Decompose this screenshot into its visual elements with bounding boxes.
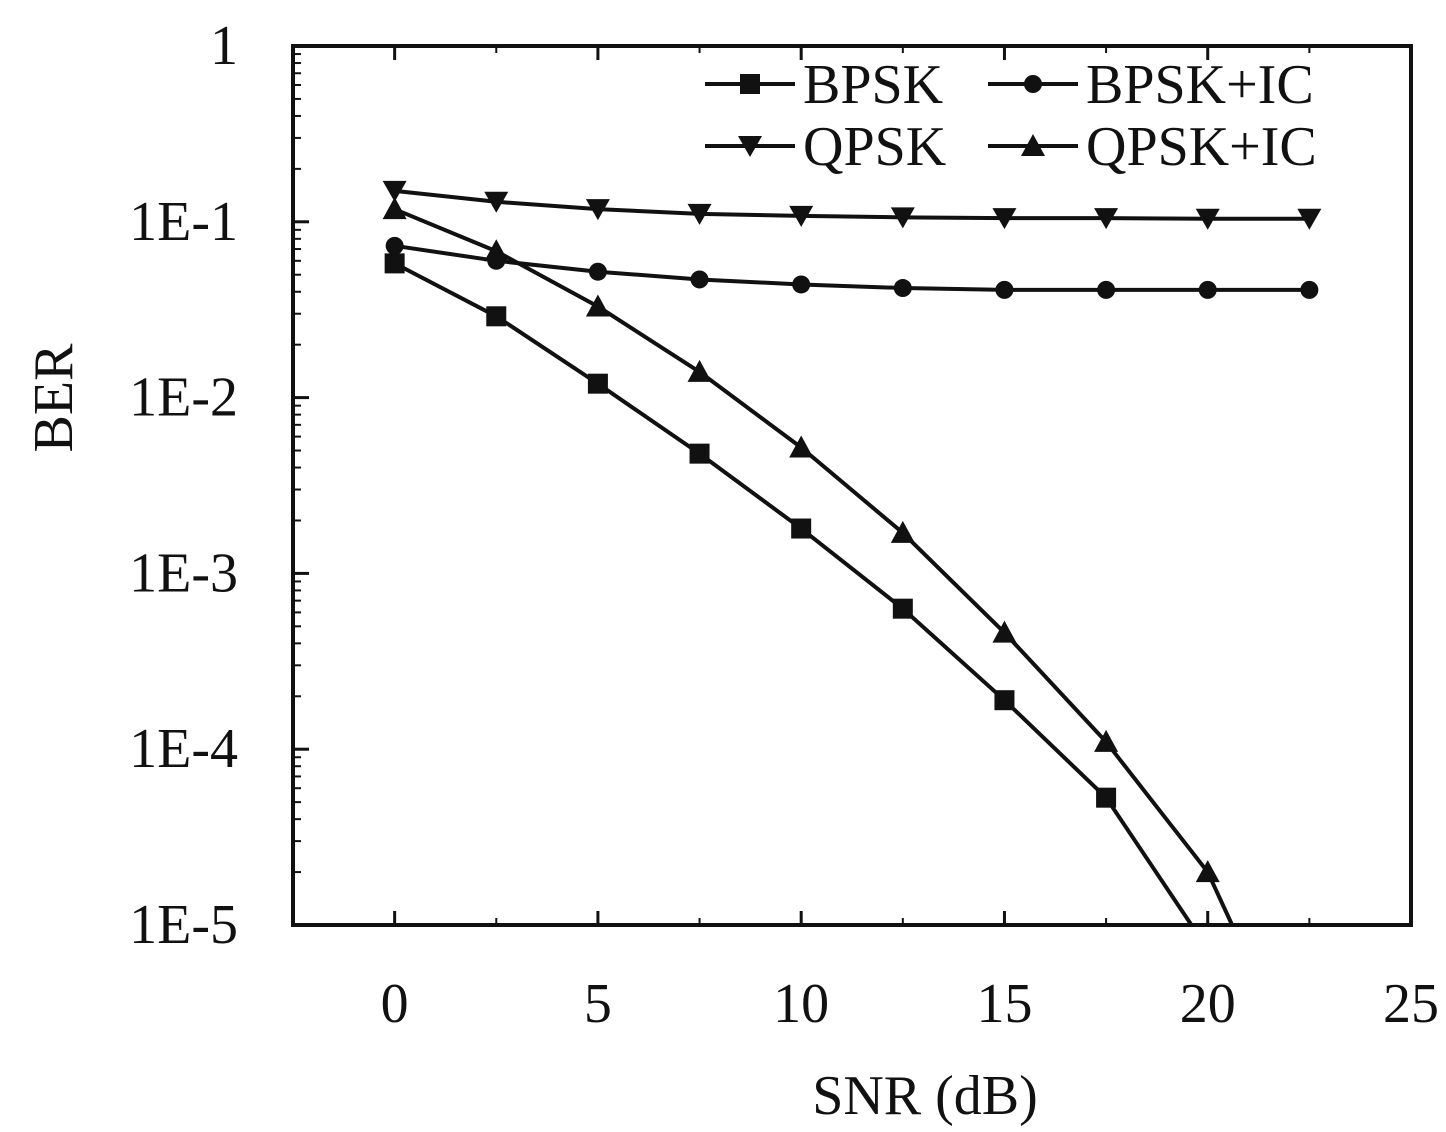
y-tick-label: 1E-3 — [129, 542, 238, 604]
marker-square — [994, 690, 1015, 711]
marker-square — [740, 74, 760, 94]
marker-triangle-down — [992, 208, 1017, 230]
x-tick-label: 0 — [381, 973, 409, 1035]
series-line — [394, 243, 1310, 292]
marker-triangle-up — [687, 359, 712, 382]
marker-circle — [1024, 75, 1042, 93]
marker-triangle-up — [382, 197, 407, 220]
marker-circle — [1097, 280, 1116, 299]
plot-frame — [291, 44, 1413, 927]
legend-item: QPSK+IC — [988, 116, 1317, 178]
marker-square — [587, 373, 608, 394]
marker-triangle-up — [789, 435, 814, 458]
marker-triangle-up — [890, 520, 915, 543]
y-axis-title: BER — [23, 343, 85, 453]
marker-circle — [893, 279, 912, 298]
y-tick-label: 1E-4 — [129, 718, 238, 780]
marker-circle — [792, 275, 811, 294]
marker-square — [892, 598, 913, 619]
series-line — [393, 261, 1194, 927]
marker-triangle-up — [484, 239, 509, 262]
marker-circle — [690, 270, 709, 289]
x-tick-label: 25 — [1383, 973, 1439, 1035]
marker-triangle-down — [789, 205, 814, 227]
marker-triangle-down — [890, 207, 915, 229]
x-tick-label: 5 — [584, 973, 612, 1035]
marker-circle — [588, 262, 607, 281]
series-qpsk — [382, 180, 1322, 230]
marker-square — [1096, 787, 1117, 808]
x-tick-label: 20 — [1180, 973, 1236, 1035]
series-bpsk-ic — [385, 236, 1319, 299]
marker-square — [689, 443, 710, 464]
marker-triangle-up — [1021, 134, 1045, 156]
y-tick-label: 1E-1 — [129, 191, 238, 253]
marker-triangle-up — [1195, 860, 1220, 883]
legend-label: BPSK+IC — [1086, 54, 1314, 116]
marker-triangle-down — [484, 191, 509, 213]
y-tick-label: 1E-5 — [129, 894, 238, 956]
y-tick-label: 1 — [210, 15, 238, 77]
legend-label: BPSK — [803, 54, 943, 116]
marker-circle — [385, 236, 404, 255]
legend-item: BPSK+IC — [988, 54, 1314, 116]
marker-square — [791, 518, 812, 539]
legend-item: QPSK — [705, 116, 946, 178]
marker-square — [384, 253, 405, 274]
marker-triangle-down — [687, 203, 712, 225]
series-qpsk-ic — [382, 197, 1234, 926]
y-axis: 1E-5 1E-4 1E-3 1E-2 1E-1 1 — [129, 15, 309, 956]
x-axis-title: SNR (dB) — [812, 1065, 1038, 1127]
series-bpsk — [384, 253, 1194, 927]
plot-series — [382, 180, 1322, 927]
series-line — [393, 207, 1234, 926]
marker-triangle-down — [1297, 208, 1322, 230]
legend-label: QPSK — [803, 116, 946, 178]
legend-item: BPSK — [705, 54, 943, 116]
marker-triangle-down — [1195, 208, 1220, 230]
marker-triangle-down — [1094, 208, 1119, 230]
marker-triangle-down — [738, 136, 762, 157]
marker-circle — [1300, 280, 1319, 299]
marker-square — [486, 306, 507, 327]
marker-triangle-up — [1094, 729, 1119, 752]
legend-label: QPSK+IC — [1086, 116, 1317, 178]
marker-triangle-down — [382, 180, 407, 202]
x-axis: 0 5 10 15 20 25 — [381, 46, 1439, 1035]
series-line — [394, 188, 1310, 221]
x-tick-label: 15 — [976, 973, 1032, 1035]
marker-circle — [1198, 280, 1217, 299]
legend: BPSK BPSK+IC QPSK QPSK+IC — [705, 54, 1317, 178]
marker-triangle-up — [585, 294, 610, 317]
x-tick-label: 10 — [773, 973, 829, 1035]
marker-circle — [995, 280, 1014, 299]
marker-triangle-up — [992, 620, 1017, 643]
y-tick-label: 1E-2 — [129, 367, 238, 429]
marker-triangle-down — [585, 199, 610, 221]
